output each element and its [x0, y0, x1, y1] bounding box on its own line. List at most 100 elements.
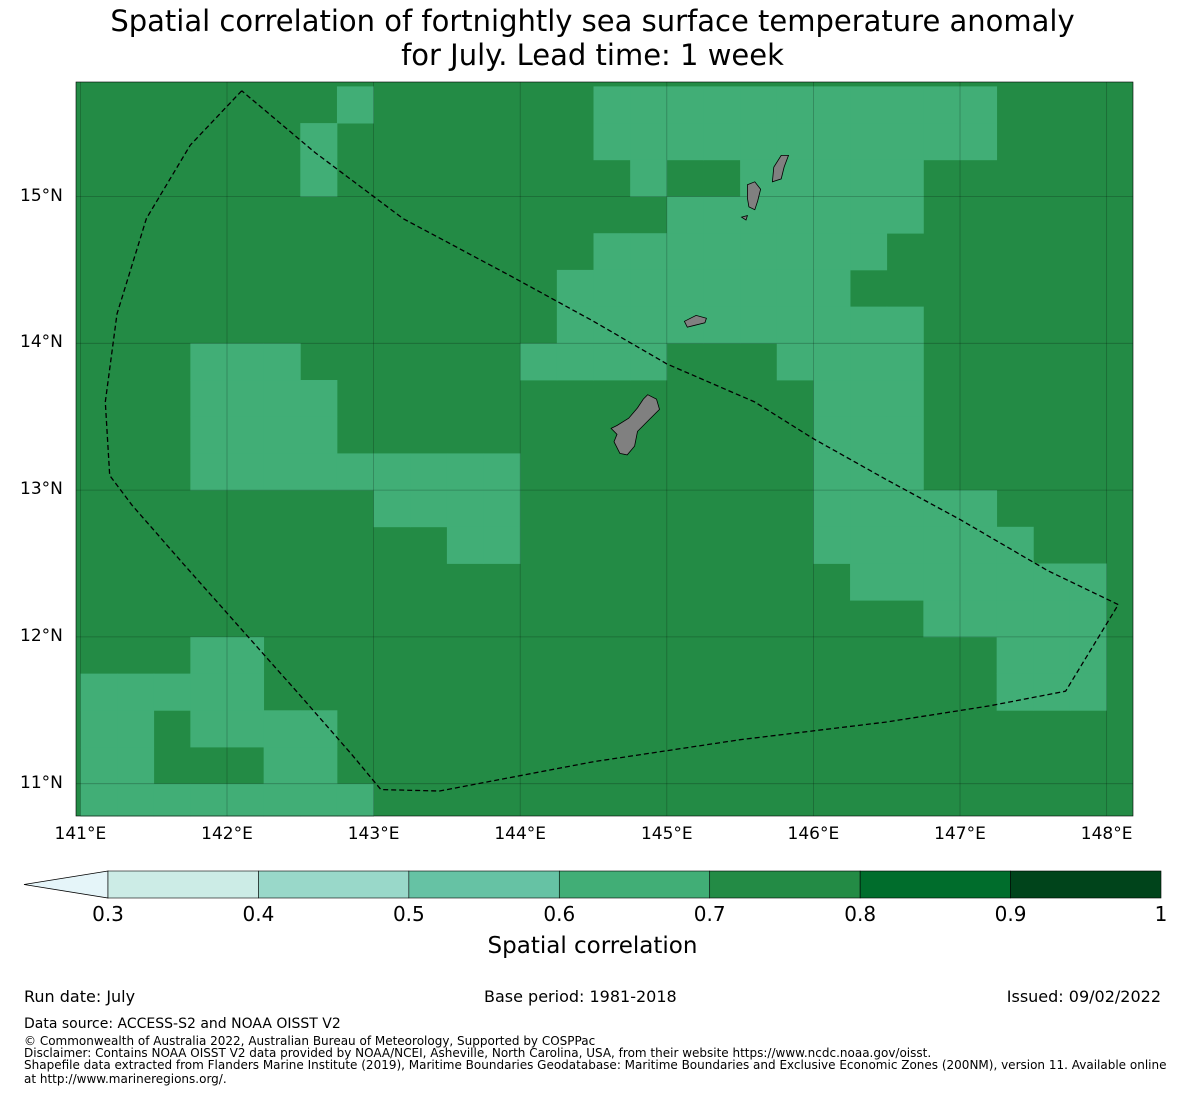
correlation-cell	[1069, 636, 1108, 675]
correlation-cell	[813, 86, 851, 124]
correlation-cell	[960, 86, 998, 124]
colorbar-bin	[107, 870, 259, 899]
latitude-tick-label: 11°N	[20, 772, 63, 793]
correlation-cell	[556, 306, 594, 344]
correlation-cell	[850, 123, 888, 161]
correlation-cell	[227, 783, 265, 817]
map-title: Spatial correlation of fortnightly sea s…	[0, 4, 1185, 72]
correlation-cell	[1033, 673, 1071, 711]
latitude-tick-label: 13°N	[20, 479, 63, 500]
correlation-cell	[703, 86, 741, 124]
correlation-cell	[556, 343, 594, 381]
correlation-cell	[1069, 563, 1108, 601]
correlation-cell	[336, 86, 375, 124]
correlation-cell	[227, 710, 265, 748]
correlation-cell	[263, 453, 301, 491]
correlation-cell	[813, 343, 851, 381]
correlation-cell	[666, 306, 704, 344]
correlation-cell	[190, 416, 228, 454]
correlation-cell	[80, 783, 118, 817]
island-saipan	[771, 154, 790, 183]
correlation-cell	[190, 380, 228, 418]
correlation-cell	[336, 783, 375, 817]
correlation-cell	[227, 453, 265, 491]
correlation-cell	[630, 269, 668, 308]
correlation-cell	[593, 86, 631, 124]
correlation-cell	[850, 380, 888, 418]
correlation-cell	[813, 233, 851, 271]
correlation-cell	[80, 710, 118, 748]
correlation-cell	[483, 526, 521, 564]
correlation-cell	[556, 269, 594, 308]
colorbar-tick-label: 1	[1154, 902, 1168, 926]
correlation-cell	[703, 269, 741, 308]
correlation-cell	[300, 416, 338, 454]
correlation-cell	[520, 343, 558, 381]
correlation-cell	[886, 563, 924, 601]
colorbar	[23, 870, 1162, 899]
correlation-cell	[666, 269, 704, 308]
colorbar-extend-arrow	[23, 870, 109, 899]
base-period: Base period: 1981-2018	[484, 987, 677, 1006]
correlation-cell	[923, 526, 961, 564]
correlation-cell	[886, 159, 924, 197]
correlation-cell	[666, 86, 704, 124]
correlation-cell	[813, 490, 851, 528]
correlation-cell	[850, 306, 888, 344]
correlation-cell	[813, 269, 851, 308]
colorbar-bin	[258, 870, 410, 899]
correlation-cell	[776, 123, 814, 161]
correlation-cell	[666, 196, 704, 234]
correlation-cell	[300, 380, 338, 418]
colorbar-bin	[709, 870, 861, 899]
colorbar-tick-label: 0.7	[693, 902, 726, 926]
correlation-cell	[886, 306, 924, 344]
correlation-cell	[593, 233, 631, 271]
correlation-cell	[776, 343, 814, 381]
correlation-cell	[813, 526, 851, 564]
correlation-cell	[593, 123, 631, 161]
correlation-cell	[446, 490, 484, 528]
correlation-cell	[1033, 636, 1071, 675]
correlation-cell	[703, 306, 741, 344]
colorbar-tick-label: 0.9	[994, 902, 1027, 926]
correlation-cell	[923, 490, 961, 528]
longitude-tick-label: 146°E	[787, 824, 840, 844]
correlation-cell	[80, 747, 118, 785]
correlation-cell	[117, 783, 155, 817]
correlation-cell	[263, 710, 301, 748]
correlation-map	[75, 81, 1134, 817]
correlation-cell	[1033, 563, 1071, 601]
correlation-cell	[80, 673, 118, 711]
eez-boundary-line	[104, 90, 1120, 792]
colorbar-bin	[1010, 870, 1162, 899]
longitude-tick-label: 144°E	[494, 824, 547, 844]
longitude-tick-label: 141°E	[54, 824, 107, 844]
correlation-cell	[813, 380, 851, 418]
correlation-cell	[813, 416, 851, 454]
correlation-cell	[190, 453, 228, 491]
correlation-cell	[960, 123, 998, 161]
longitude-tick-label: 143°E	[347, 824, 400, 844]
colorbar-tick-label: 0.3	[92, 902, 124, 926]
correlation-cell	[850, 159, 888, 197]
correlation-cell	[850, 416, 888, 454]
map-title-line-1: Spatial correlation of fortnightly sea s…	[110, 4, 1075, 38]
correlation-cell	[263, 380, 301, 418]
correlation-cell	[446, 526, 484, 564]
longitude-tick-label: 142°E	[201, 824, 253, 844]
map-gridlines	[76, 82, 1133, 816]
correlation-cell	[190, 783, 228, 817]
disclaimer-notice: Disclaimer: Contains NOAA OISST V2 data …	[24, 1046, 932, 1060]
shapefile-notice-line-1: Shapefile data extracted from Flanders M…	[24, 1058, 1167, 1072]
data-source: Data source: ACCESS-S2 and NOAA OISST V2	[24, 1016, 341, 1032]
correlation-cell	[923, 563, 961, 601]
colorbar-tick-label: 0.4	[242, 902, 275, 926]
correlation-cell	[850, 86, 888, 124]
latitude-tick-label: 15°N	[20, 185, 63, 206]
correlation-cell	[336, 453, 375, 491]
correlation-cell	[1069, 673, 1108, 711]
correlation-cell	[850, 526, 888, 564]
correlation-cell	[300, 123, 338, 161]
correlation-cell	[446, 453, 484, 491]
